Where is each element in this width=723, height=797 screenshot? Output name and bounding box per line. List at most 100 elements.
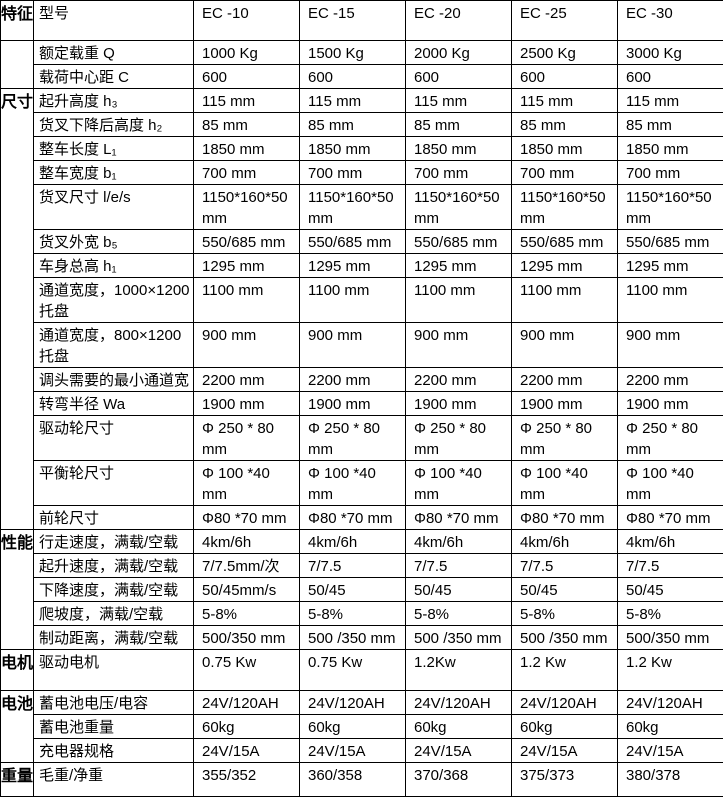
value-cell: 2200 mm [618, 368, 723, 392]
value-cell: 24V/120AH [618, 691, 723, 715]
value-cell: EC -10 [194, 1, 300, 41]
value-cell: 1100 mm [512, 278, 618, 323]
param-label: 货叉外宽 b₅ [34, 230, 194, 254]
param-label: 货叉下降后高度 h₂ [34, 113, 194, 137]
value-cell: 1150*160*50 mm [618, 185, 723, 230]
value-cell: 7/7.5 [512, 554, 618, 578]
value-cell: 60kg [512, 715, 618, 739]
value-cell: 550/685 mm [618, 230, 723, 254]
param-label: 驱动轮尺寸 [34, 416, 194, 461]
value-cell: Φ80 *70 mm [618, 506, 723, 530]
value-cell: Φ 100 *40 mm [512, 461, 618, 506]
value-cell: 1295 mm [194, 254, 300, 278]
value-cell: Φ 250 * 80 mm [300, 416, 406, 461]
value-cell: Φ 250 * 80 mm [512, 416, 618, 461]
param-label: 毛重/净重 [34, 763, 194, 797]
value-cell: 1295 mm [406, 254, 512, 278]
value-cell: 115 mm [194, 89, 300, 113]
param-label: 型号 [34, 1, 194, 41]
value-cell: 2200 mm [300, 368, 406, 392]
value-cell: 2200 mm [512, 368, 618, 392]
value-cell: 0.75 Kw [194, 650, 300, 691]
value-cell: 375/373 [512, 763, 618, 797]
value-cell: 700 mm [618, 161, 723, 185]
value-cell: 1850 mm [194, 137, 300, 161]
value-cell: 60kg [406, 715, 512, 739]
value-cell: 550/685 mm [406, 230, 512, 254]
value-cell: 600 [194, 65, 300, 89]
value-cell: 1.2 Kw [512, 650, 618, 691]
value-cell: 85 mm [618, 113, 723, 137]
value-cell: 7/7.5 [406, 554, 512, 578]
param-label: 通道宽度，1000×1200托盘 [34, 278, 194, 323]
value-cell: 1100 mm [406, 278, 512, 323]
value-cell: 1500 Kg [300, 41, 406, 65]
value-cell: 1850 mm [300, 137, 406, 161]
value-cell: 1900 mm [618, 392, 723, 416]
value-cell: 900 mm [512, 323, 618, 368]
value-cell: 500 /350 mm [300, 626, 406, 650]
value-cell: 360/358 [300, 763, 406, 797]
value-cell: 1.2 Kw [618, 650, 723, 691]
value-cell: 7/7.5 [300, 554, 406, 578]
category-cell: 尺寸 [1, 89, 34, 530]
value-cell: 7/7.5 [618, 554, 723, 578]
param-label: 起升高度 h₃ [34, 89, 194, 113]
value-cell: 500/350 mm [618, 626, 723, 650]
value-cell: 5-8% [618, 602, 723, 626]
param-label: 行走速度，满载/空载 [34, 530, 194, 554]
value-cell: Φ80 *70 mm [512, 506, 618, 530]
value-cell: Φ 100 *40 mm [194, 461, 300, 506]
value-cell: EC -20 [406, 1, 512, 41]
value-cell: Φ 100 *40 mm [406, 461, 512, 506]
value-cell: 3000 Kg [618, 41, 723, 65]
value-cell: 355/352 [194, 763, 300, 797]
value-cell: Φ 250 * 80 mm [618, 416, 723, 461]
category-cell: 性能 [1, 530, 34, 650]
value-cell: 550/685 mm [512, 230, 618, 254]
value-cell: 1.2Kw [406, 650, 512, 691]
value-cell: 85 mm [300, 113, 406, 137]
value-cell: EC -30 [618, 1, 723, 41]
value-cell: 500 /350 mm [512, 626, 618, 650]
value-cell: 2200 mm [194, 368, 300, 392]
value-cell: 115 mm [406, 89, 512, 113]
value-cell: 85 mm [194, 113, 300, 137]
value-cell: 24V/15A [194, 739, 300, 763]
value-cell: 5-8% [300, 602, 406, 626]
value-cell: 4km/6h [512, 530, 618, 554]
value-cell: Φ 250 * 80 mm [406, 416, 512, 461]
value-cell: 1850 mm [618, 137, 723, 161]
value-cell: 4km/6h [406, 530, 512, 554]
value-cell: Φ80 *70 mm [300, 506, 406, 530]
param-label: 爬坡度，满载/空载 [34, 602, 194, 626]
param-label: 车身总高 h₁ [34, 254, 194, 278]
param-label: 下降速度，满载/空载 [34, 578, 194, 602]
param-label: 蓄电池电压/电容 [34, 691, 194, 715]
param-label: 整车长度 L₁ [34, 137, 194, 161]
value-cell: 50/45 [300, 578, 406, 602]
value-cell: Φ 100 *40 mm [300, 461, 406, 506]
param-label: 额定载重 Q [34, 41, 194, 65]
value-cell: 115 mm [618, 89, 723, 113]
value-cell: 50/45mm/s [194, 578, 300, 602]
value-cell: 1150*160*50 mm [512, 185, 618, 230]
value-cell: 2000 Kg [406, 41, 512, 65]
value-cell: 1295 mm [512, 254, 618, 278]
value-cell: 700 mm [300, 161, 406, 185]
value-cell: Φ80 *70 mm [406, 506, 512, 530]
value-cell: 50/45 [406, 578, 512, 602]
category-cell: 电池 [1, 691, 34, 763]
value-cell: EC -15 [300, 1, 406, 41]
